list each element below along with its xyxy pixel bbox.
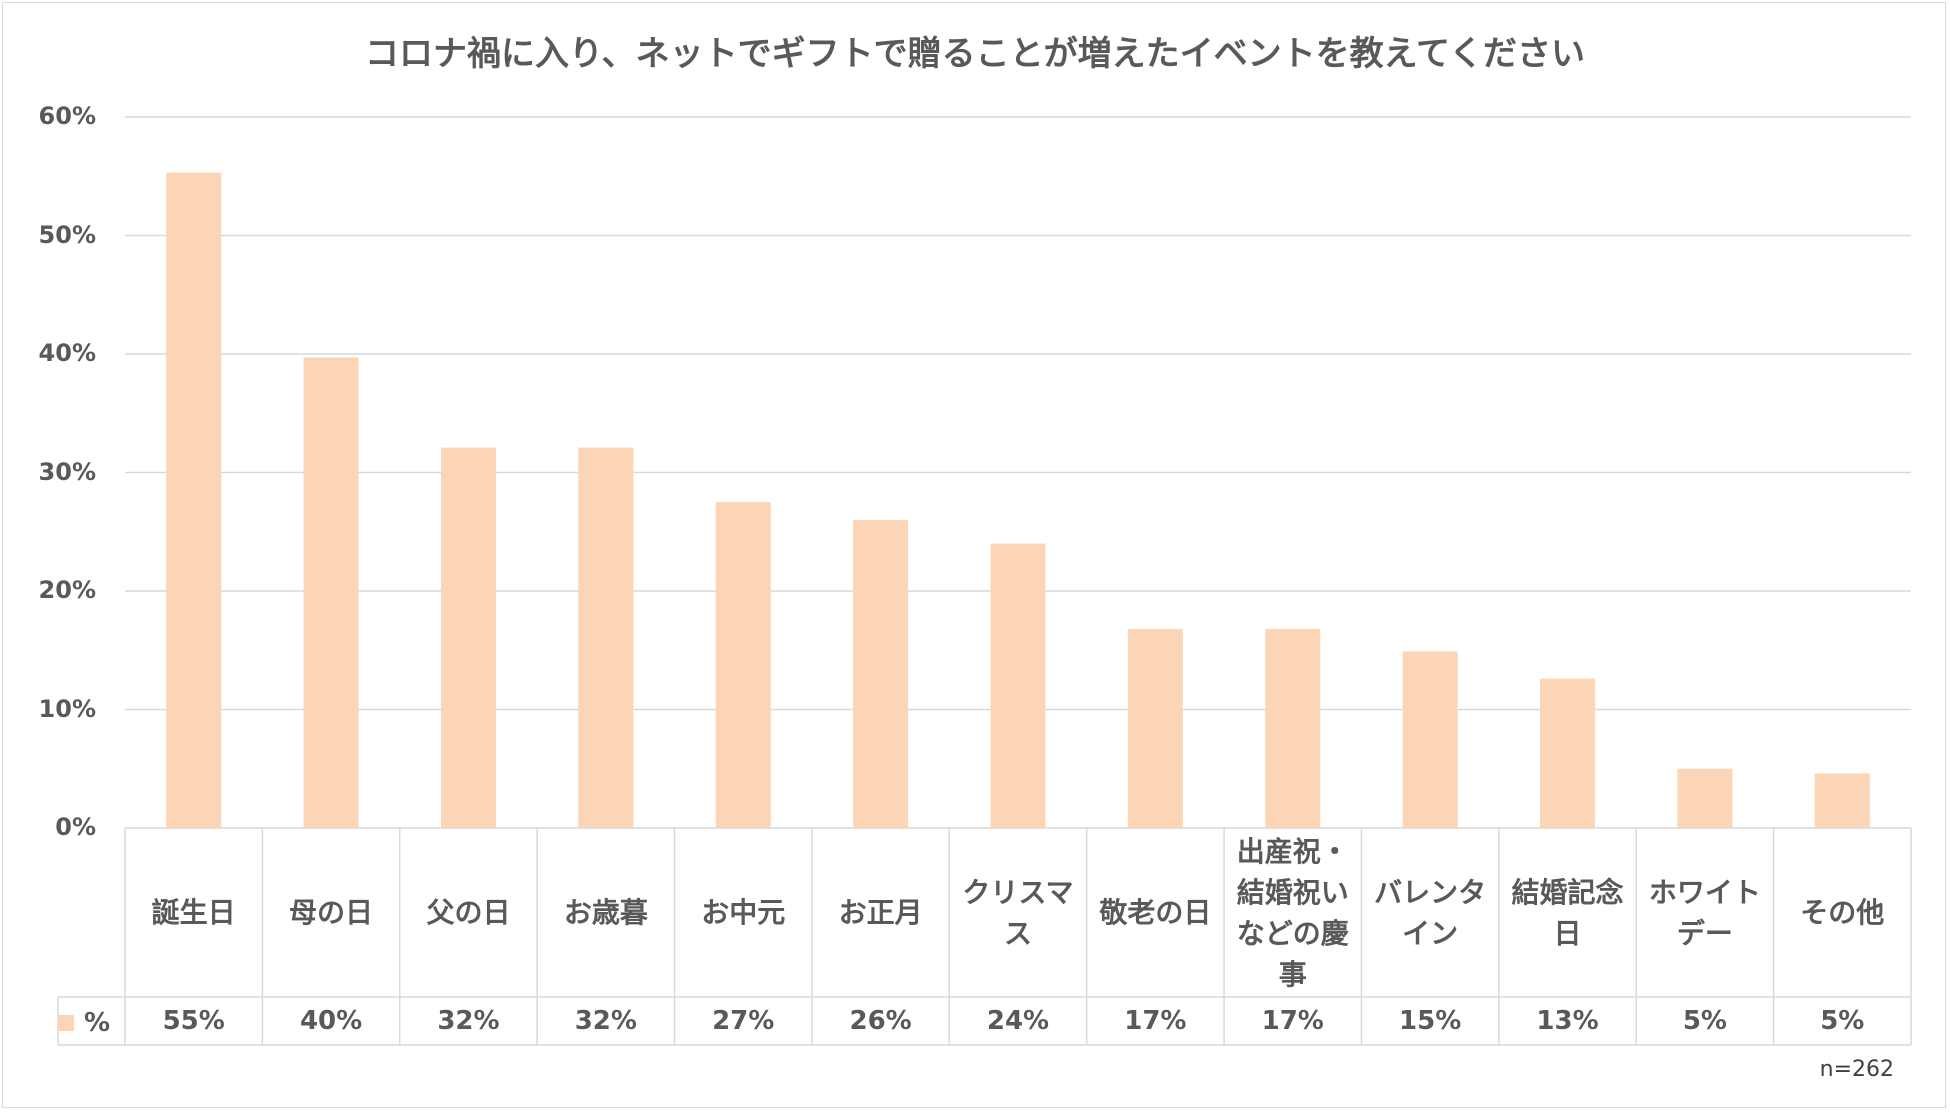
category-label: 父の日 xyxy=(426,896,511,929)
category-label: 母の日 xyxy=(289,896,374,929)
bar xyxy=(1814,773,1870,828)
y-tick-label: 0% xyxy=(55,813,96,841)
data-value-label: 13% xyxy=(1536,1006,1599,1036)
legend-label: % xyxy=(84,1008,111,1038)
category-label: クリスマ ス xyxy=(962,875,1074,950)
category-label: 出産祝・ 結婚祝い などの慶 事 xyxy=(1236,834,1349,991)
bar xyxy=(303,357,359,828)
category-label: お中元 xyxy=(701,896,786,929)
chart-title: コロナ禍に入り、ネットでギフトで贈ることが増えたイベントを教えてください xyxy=(365,34,1585,74)
data-value-label: 5% xyxy=(1682,1006,1727,1036)
bar xyxy=(990,543,1046,828)
y-tick-label: 60% xyxy=(38,102,96,130)
category-label: その他 xyxy=(1800,896,1885,929)
data-value-label: 17% xyxy=(1124,1006,1187,1036)
category-label: 誕生日 xyxy=(151,896,236,929)
y-tick-label: 50% xyxy=(38,220,96,249)
category-label: 敬老の日 xyxy=(1099,896,1212,929)
bar xyxy=(1127,628,1183,828)
bar xyxy=(1677,768,1733,828)
category-label: バレンタ イン xyxy=(1374,875,1487,950)
category-label: ホワイト デー xyxy=(1648,875,1761,950)
data-value-label: 24% xyxy=(986,1006,1050,1036)
y-tick-label: 10% xyxy=(38,694,96,723)
data-value-label: 32% xyxy=(437,1006,500,1036)
data-value-label: 27% xyxy=(712,1006,775,1036)
data-value-label: 40% xyxy=(299,1006,363,1036)
data-value-label: 15% xyxy=(1399,1006,1462,1036)
bar xyxy=(715,502,771,828)
bar xyxy=(166,172,222,828)
y-tick-label: 40% xyxy=(38,339,96,367)
data-value-label: 5% xyxy=(1820,1006,1865,1036)
bar xyxy=(1540,678,1596,828)
y-tick-label: 30% xyxy=(38,457,96,486)
data-value-label: 55% xyxy=(162,1006,225,1036)
legend-swatch xyxy=(58,1015,74,1031)
data-value-label: 32% xyxy=(574,1006,637,1036)
data-value-label: 17% xyxy=(1261,1006,1324,1036)
bar xyxy=(1402,651,1458,828)
y-tick-label: 20% xyxy=(38,576,96,604)
sample-size-note: n=262 xyxy=(1819,1057,1894,1082)
category-label: お歳暮 xyxy=(563,896,648,929)
category-label: 結婚記念 日 xyxy=(1511,875,1624,950)
bar xyxy=(853,519,909,828)
bar xyxy=(440,447,496,828)
data-value-label: 26% xyxy=(849,1006,912,1036)
bar xyxy=(578,447,634,828)
category-label: お正月 xyxy=(838,896,923,929)
legend: % xyxy=(58,1003,110,1043)
bar xyxy=(1265,628,1321,828)
